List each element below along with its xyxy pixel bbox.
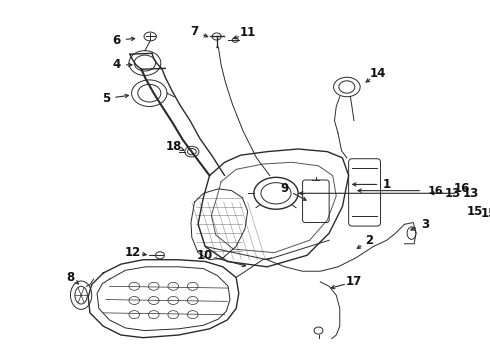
Text: 7: 7 (191, 25, 198, 38)
Text: 5: 5 (102, 92, 110, 105)
Text: 16: 16 (454, 183, 470, 195)
Text: 11: 11 (240, 26, 256, 40)
Text: 13: 13 (463, 187, 479, 200)
Text: 9: 9 (281, 183, 289, 195)
Text: 6: 6 (112, 33, 121, 46)
Text: 16: 16 (428, 186, 443, 195)
FancyBboxPatch shape (302, 180, 329, 222)
Text: 14: 14 (369, 67, 386, 80)
FancyBboxPatch shape (349, 159, 381, 226)
Text: 15: 15 (480, 207, 490, 220)
Text: 18: 18 (166, 140, 182, 153)
Text: 2: 2 (365, 234, 373, 247)
Text: 17: 17 (346, 275, 362, 288)
Text: 4: 4 (112, 58, 121, 71)
Text: 8: 8 (66, 271, 74, 284)
Text: 1: 1 (383, 178, 391, 191)
Text: 3: 3 (421, 218, 429, 231)
Text: 13: 13 (445, 187, 461, 200)
Text: 12: 12 (124, 246, 141, 259)
Text: 10: 10 (197, 249, 213, 262)
Text: 15: 15 (467, 204, 484, 217)
